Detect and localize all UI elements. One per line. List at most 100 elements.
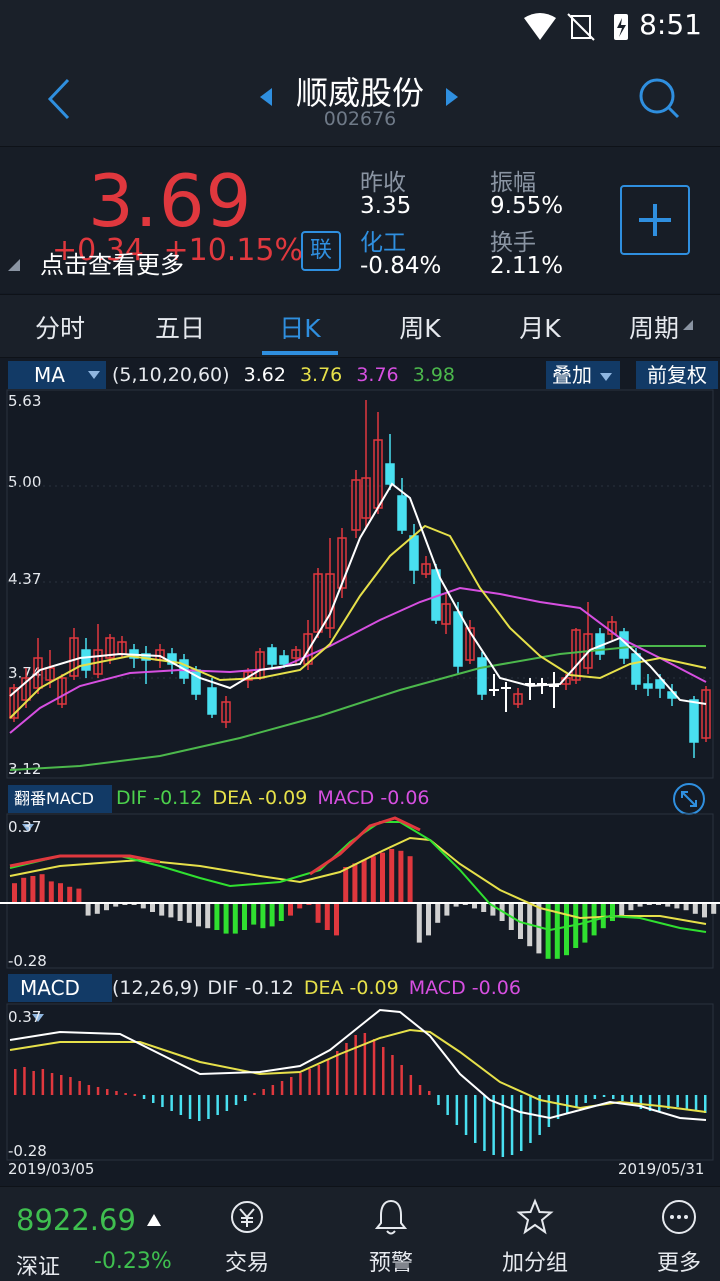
fanfan-axis-top: 0.37 xyxy=(8,818,41,836)
nav-add-group[interactable]: 加分组 xyxy=(485,1197,585,1277)
date-start: 2019/03/05 xyxy=(8,1160,94,1178)
expand-icon[interactable] xyxy=(672,782,706,816)
macd-bar xyxy=(161,1095,164,1107)
turnover-label: 换手 xyxy=(490,230,536,256)
corner-triangle-icon xyxy=(8,259,20,271)
kline-candle-body xyxy=(477,657,487,695)
macd-bar xyxy=(648,1095,652,1111)
nav-more[interactable]: 更多 xyxy=(629,1197,720,1277)
amplitude-value: 9.55% xyxy=(490,193,564,219)
add-watchlist-button[interactable] xyxy=(620,185,690,255)
tab-weekly-k[interactable]: 周K xyxy=(399,314,441,343)
ma5-value: 3.62 xyxy=(243,364,286,386)
kline-candle-body xyxy=(9,687,19,719)
fanfan-macd-bar xyxy=(564,903,569,956)
macd-bar xyxy=(69,1077,72,1095)
macd-bar xyxy=(372,1039,376,1095)
fanfan-macd-bar xyxy=(39,874,45,903)
fanfan-macd-bar xyxy=(361,859,367,903)
index-up-icon xyxy=(147,1214,161,1226)
fanfan-macd-bar xyxy=(416,903,422,943)
macd-bar xyxy=(336,1051,339,1095)
amplitude-label: 振幅 xyxy=(490,170,536,196)
prev-stock-icon[interactable] xyxy=(258,86,274,108)
fanfan-macd-bar xyxy=(94,903,100,914)
macd-bar xyxy=(23,1067,26,1095)
tap-more-hint[interactable]: 点击查看更多 xyxy=(40,251,184,279)
fanfan-macd-bar xyxy=(518,903,523,939)
fanfan-macd-bar xyxy=(186,903,192,923)
kline-candle-body xyxy=(513,693,523,705)
kline-candle-body xyxy=(409,535,419,571)
kline-candle-body xyxy=(21,677,31,701)
kline-candle-body xyxy=(385,463,395,485)
kline-candle-body xyxy=(465,627,475,661)
macd-dea-line xyxy=(9,1028,707,1113)
header: 顺威股份 002676 xyxy=(0,52,720,147)
macd-bar xyxy=(556,1095,560,1119)
macd-chart[interactable]: 0.37 -0.28 2019/03/05 2019/05/31 xyxy=(0,1002,720,1182)
fanfan-macd-bar xyxy=(472,903,477,909)
nav-trade[interactable]: 交易 xyxy=(197,1197,297,1277)
next-stock-icon[interactable] xyxy=(444,86,460,108)
macd-bar xyxy=(428,1091,431,1095)
kline-candle-body xyxy=(243,671,253,681)
quote-panel[interactable]: 3.69 +0.34 +10.15% 点击查看更多 联 昨收 3.35 化工 -… xyxy=(0,147,720,293)
macd-bar xyxy=(78,1081,81,1095)
macd-bar xyxy=(60,1075,63,1095)
macd-bar xyxy=(639,1095,643,1109)
fanfan-macd-bar xyxy=(600,903,606,929)
fanfan-macd-bar xyxy=(637,903,643,907)
active-tab-indicator xyxy=(262,351,338,355)
fanfan-macd-selector[interactable]: 翻番MACD xyxy=(8,785,112,832)
kline-axis-4: 3.74 xyxy=(8,664,41,682)
kline-chart[interactable]: 5.63 5.00 4.37 3.74 3.12 xyxy=(0,388,720,780)
fanfan-macd-bar xyxy=(610,903,615,921)
macd-bar xyxy=(290,1077,293,1095)
sim-icon xyxy=(571,15,591,39)
tab-five-day[interactable]: 五日 xyxy=(154,314,205,343)
fanfan-macd-bar xyxy=(58,883,63,903)
search-icon[interactable] xyxy=(636,76,682,122)
macd-bar xyxy=(455,1095,459,1125)
fanfan-macd-bar xyxy=(196,903,201,927)
fanfan-macd-bar xyxy=(260,903,266,929)
macd-bar xyxy=(198,1095,201,1121)
macd-selector[interactable]: MACD xyxy=(8,974,112,1022)
nav-alert[interactable]: 预警 xyxy=(341,1197,441,1277)
fanfan-macd-bar xyxy=(481,903,487,912)
kline-candle-body xyxy=(643,683,653,689)
sector-label[interactable]: 化工 xyxy=(360,230,406,256)
fanfan-macd-bar xyxy=(159,903,165,916)
tab-monthly-k[interactable]: 月K xyxy=(519,314,561,343)
tab-daily-k[interactable]: 日K xyxy=(279,314,321,343)
macd-bar xyxy=(575,1095,578,1107)
macd-bar xyxy=(225,1095,229,1111)
back-icon[interactable] xyxy=(44,76,74,122)
tab-intraday[interactable]: 分时 xyxy=(34,314,85,343)
macd-bar xyxy=(446,1095,449,1115)
fanfan-red-line xyxy=(9,854,161,868)
fanfan-macd-bar xyxy=(177,903,183,921)
ma-indicator-bar: MA xyxy=(8,361,106,389)
fanfan-macd-bar xyxy=(453,903,459,907)
kline-candle-body xyxy=(631,653,641,685)
tab-period[interactable]: 周期 xyxy=(628,314,679,343)
kline-candle-body xyxy=(291,649,301,659)
linkage-button[interactable]: 联 xyxy=(301,231,341,271)
macd-bar xyxy=(299,1073,302,1095)
adjust-button[interactable]: 前复权 xyxy=(636,361,718,389)
kline-candle-body xyxy=(69,637,79,677)
period-tabs: 分时 五日 日K 周K 月K 周期 xyxy=(0,294,720,358)
macd-bar xyxy=(566,1095,569,1113)
status-icons xyxy=(524,13,628,41)
fanfan-macd-bar xyxy=(380,852,385,903)
fanfan-macd-bar xyxy=(21,877,27,903)
index-value[interactable]: 8922.69 xyxy=(16,1203,136,1237)
fanfan-macd-bar xyxy=(232,903,238,934)
overlay-button[interactable]: 叠加 xyxy=(546,361,620,389)
fanfan-macd-bar xyxy=(334,903,339,936)
kline-candle-body xyxy=(279,655,289,665)
fanfan-macd-chart[interactable]: 0.37 -0.28 xyxy=(0,812,720,970)
ma-selector[interactable]: MA xyxy=(8,361,106,389)
